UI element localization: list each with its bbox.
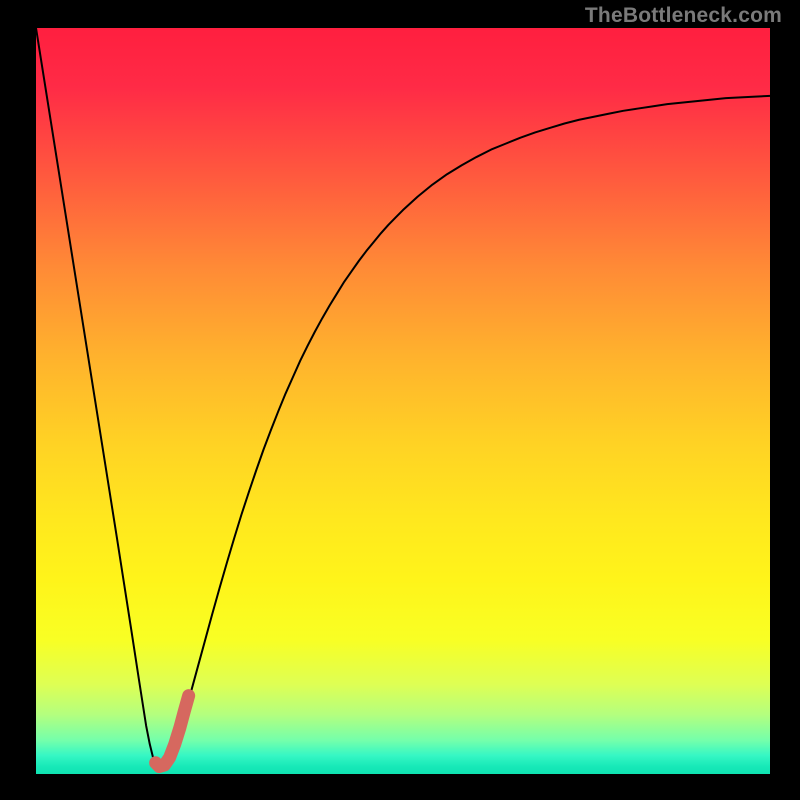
gradient-background bbox=[36, 28, 770, 774]
watermark-text: TheBottleneck.com bbox=[585, 4, 782, 28]
plot-svg bbox=[36, 28, 770, 774]
plot-area bbox=[36, 28, 770, 774]
